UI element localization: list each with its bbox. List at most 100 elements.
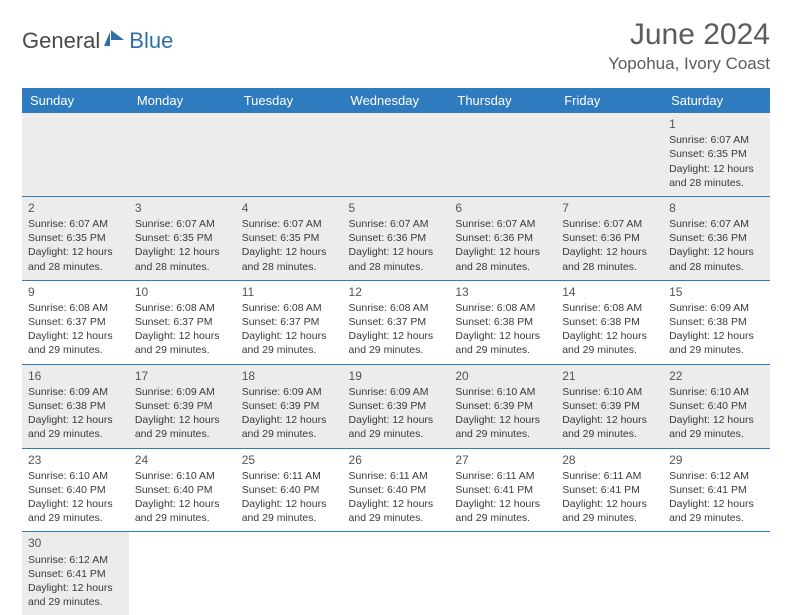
calendar-cell: 21Sunrise: 6:10 AMSunset: 6:39 PMDayligh… [556,364,663,448]
sunset-text: Sunset: 6:41 PM [28,567,123,581]
sunrise-text: Sunrise: 6:07 AM [242,217,337,231]
sunset-text: Sunset: 6:39 PM [135,399,230,413]
calendar-cell [343,113,450,196]
calendar-cell: 6Sunrise: 6:07 AMSunset: 6:36 PMDaylight… [449,196,556,280]
sunrise-text: Sunrise: 6:09 AM [135,385,230,399]
weekday-header-row: SundayMondayTuesdayWednesdayThursdayFrid… [22,88,770,113]
sunrise-text: Sunrise: 6:11 AM [562,469,657,483]
daylight-text: Daylight: 12 hours and 29 minutes. [455,497,550,525]
calendar-row: 9Sunrise: 6:08 AMSunset: 6:37 PMDaylight… [22,280,770,364]
calendar-cell: 1Sunrise: 6:07 AMSunset: 6:35 PMDaylight… [663,113,770,196]
calendar-cell [663,532,770,615]
weekday-header: Sunday [22,88,129,113]
calendar-cell: 16Sunrise: 6:09 AMSunset: 6:38 PMDayligh… [22,364,129,448]
day-number: 5 [349,200,444,216]
day-number: 24 [135,452,230,468]
daylight-text: Daylight: 12 hours and 29 minutes. [562,413,657,441]
daylight-text: Daylight: 12 hours and 28 minutes. [669,245,764,273]
daylight-text: Daylight: 12 hours and 29 minutes. [669,413,764,441]
calendar-table: SundayMondayTuesdayWednesdayThursdayFrid… [22,88,770,615]
daylight-text: Daylight: 12 hours and 29 minutes. [669,329,764,357]
daylight-text: Daylight: 12 hours and 29 minutes. [669,497,764,525]
calendar-body: 1Sunrise: 6:07 AMSunset: 6:35 PMDaylight… [22,113,770,615]
sunset-text: Sunset: 6:37 PM [242,315,337,329]
day-number: 3 [135,200,230,216]
day-number: 14 [562,284,657,300]
calendar-cell: 8Sunrise: 6:07 AMSunset: 6:36 PMDaylight… [663,196,770,280]
sunrise-text: Sunrise: 6:10 AM [562,385,657,399]
weekday-header: Monday [129,88,236,113]
daylight-text: Daylight: 12 hours and 29 minutes. [242,497,337,525]
day-number: 27 [455,452,550,468]
sunset-text: Sunset: 6:40 PM [28,483,123,497]
sunset-text: Sunset: 6:39 PM [455,399,550,413]
calendar-row: 2Sunrise: 6:07 AMSunset: 6:35 PMDaylight… [22,196,770,280]
weekday-header: Wednesday [343,88,450,113]
day-number: 9 [28,284,123,300]
daylight-text: Daylight: 12 hours and 28 minutes. [135,245,230,273]
sunset-text: Sunset: 6:37 PM [349,315,444,329]
sunrise-text: Sunrise: 6:10 AM [135,469,230,483]
sunset-text: Sunset: 6:37 PM [135,315,230,329]
calendar-row: 30Sunrise: 6:12 AMSunset: 6:41 PMDayligh… [22,532,770,615]
sunrise-text: Sunrise: 6:07 AM [562,217,657,231]
sunrise-text: Sunrise: 6:11 AM [349,469,444,483]
header: General Blue June 2024 Yopohua, Ivory Co… [22,18,770,74]
sunrise-text: Sunrise: 6:07 AM [669,133,764,147]
daylight-text: Daylight: 12 hours and 29 minutes. [455,413,550,441]
calendar-cell [129,532,236,615]
calendar-cell: 4Sunrise: 6:07 AMSunset: 6:35 PMDaylight… [236,196,343,280]
sunset-text: Sunset: 6:39 PM [242,399,337,413]
calendar-cell [449,532,556,615]
daylight-text: Daylight: 12 hours and 29 minutes. [562,329,657,357]
sunset-text: Sunset: 6:36 PM [669,231,764,245]
daylight-text: Daylight: 12 hours and 29 minutes. [28,329,123,357]
calendar-cell: 10Sunrise: 6:08 AMSunset: 6:37 PMDayligh… [129,280,236,364]
sunset-text: Sunset: 6:36 PM [455,231,550,245]
calendar-row: 16Sunrise: 6:09 AMSunset: 6:38 PMDayligh… [22,364,770,448]
location-label: Yopohua, Ivory Coast [608,54,770,74]
sunrise-text: Sunrise: 6:08 AM [349,301,444,315]
sunrise-text: Sunrise: 6:07 AM [135,217,230,231]
sunset-text: Sunset: 6:35 PM [242,231,337,245]
daylight-text: Daylight: 12 hours and 29 minutes. [455,329,550,357]
sunrise-text: Sunrise: 6:11 AM [242,469,337,483]
title-block: June 2024 Yopohua, Ivory Coast [608,18,770,74]
day-number: 19 [349,368,444,384]
daylight-text: Daylight: 12 hours and 29 minutes. [28,413,123,441]
calendar-cell: 24Sunrise: 6:10 AMSunset: 6:40 PMDayligh… [129,448,236,532]
calendar-cell: 22Sunrise: 6:10 AMSunset: 6:40 PMDayligh… [663,364,770,448]
sunrise-text: Sunrise: 6:08 AM [135,301,230,315]
calendar-cell [236,113,343,196]
sunrise-text: Sunrise: 6:10 AM [455,385,550,399]
sunset-text: Sunset: 6:38 PM [669,315,764,329]
sunset-text: Sunset: 6:36 PM [562,231,657,245]
calendar-cell: 27Sunrise: 6:11 AMSunset: 6:41 PMDayligh… [449,448,556,532]
calendar-cell [343,532,450,615]
sunset-text: Sunset: 6:40 PM [135,483,230,497]
flag-icon [104,30,126,53]
sunset-text: Sunset: 6:39 PM [562,399,657,413]
weekday-header: Tuesday [236,88,343,113]
calendar-cell: 30Sunrise: 6:12 AMSunset: 6:41 PMDayligh… [22,532,129,615]
sunset-text: Sunset: 6:35 PM [28,231,123,245]
calendar-cell [22,113,129,196]
sunrise-text: Sunrise: 6:09 AM [349,385,444,399]
sunset-text: Sunset: 6:41 PM [455,483,550,497]
sunset-text: Sunset: 6:40 PM [242,483,337,497]
sunset-text: Sunset: 6:37 PM [28,315,123,329]
sunset-text: Sunset: 6:40 PM [349,483,444,497]
daylight-text: Daylight: 12 hours and 29 minutes. [349,413,444,441]
sunrise-text: Sunrise: 6:12 AM [28,553,123,567]
daylight-text: Daylight: 12 hours and 29 minutes. [135,329,230,357]
calendar-cell: 12Sunrise: 6:08 AMSunset: 6:37 PMDayligh… [343,280,450,364]
day-number: 4 [242,200,337,216]
day-number: 20 [455,368,550,384]
calendar-cell: 23Sunrise: 6:10 AMSunset: 6:40 PMDayligh… [22,448,129,532]
day-number: 29 [669,452,764,468]
sunrise-text: Sunrise: 6:07 AM [28,217,123,231]
daylight-text: Daylight: 12 hours and 28 minutes. [562,245,657,273]
day-number: 7 [562,200,657,216]
calendar-cell [556,532,663,615]
calendar-cell: 17Sunrise: 6:09 AMSunset: 6:39 PMDayligh… [129,364,236,448]
